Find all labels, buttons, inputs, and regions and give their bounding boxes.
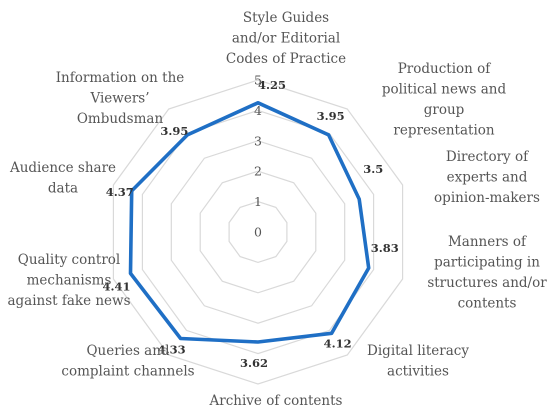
category-label-7: Quality control mechanisms against fake ne…: [7, 252, 130, 309]
category-label-6: Queries and complaint channels: [61, 343, 194, 380]
value-label-9: 3.95: [160, 124, 188, 138]
category-label-line: Codes of Practice: [226, 51, 346, 67]
value-label-3: 3.83: [371, 241, 399, 255]
grid-ring-5: [112, 79, 404, 385]
radial-tick-0: 0: [254, 225, 262, 240]
category-label-line: mechanisms: [27, 273, 112, 289]
radial-tick-1: 1: [254, 194, 262, 209]
category-label-line: Audience share: [9, 160, 116, 176]
category-label-line: and/or Editorial: [232, 31, 340, 47]
category-label-5: Archive of contents: [209, 393, 343, 409]
category-label-2: Directory of experts and opinion-makers: [434, 149, 540, 206]
radial-tick-labels: 0 1 2 3 4 5: [254, 73, 262, 240]
value-label-0: 4.25: [258, 78, 286, 92]
category-label-line: against fake news: [7, 293, 130, 309]
category-label-line: Queries and: [86, 343, 169, 359]
radial-tick-2: 2: [254, 164, 262, 179]
grid-ring-4: [141, 109, 375, 355]
radial-tick-5: 5: [254, 73, 262, 88]
category-label-line: experts and: [447, 170, 528, 186]
value-label-7: 4.41: [102, 279, 130, 293]
value-label-8: 4.37: [106, 185, 134, 199]
category-label-line: Archive of contents: [209, 393, 343, 409]
value-label-5: 3.62: [240, 356, 268, 370]
category-labels: Style Guides and/or Editorial Codes of Pra…: [7, 10, 547, 409]
category-label-0: Style Guides and/or Editorial Codes of Pra…: [226, 10, 346, 67]
category-label-3: Manners of participating in structures and…: [427, 234, 547, 312]
category-label-line: Quality control: [18, 252, 121, 268]
value-label-6: 4.33: [158, 343, 186, 357]
grid-ring-2: [199, 170, 317, 294]
category-label-line: structures and/or: [427, 275, 547, 291]
radial-tick-3: 3: [254, 133, 262, 148]
category-label-line: opinion-makers: [434, 190, 540, 206]
series-layer: [128, 101, 371, 344]
category-label-8: Audience share data: [9, 160, 116, 197]
category-label-line: Production of: [398, 61, 492, 77]
category-label-line: activities: [387, 364, 449, 380]
value-label-2: 3.5: [363, 162, 383, 176]
category-label-line: representation: [393, 123, 494, 139]
value-label-1: 3.95: [317, 109, 345, 123]
category-label-line: Viewers’: [89, 91, 149, 107]
category-label-1: Production of political news and group repr…: [382, 61, 507, 139]
value-labels: 4.25 3.95 3.5 3.83 4.12 3.62 4.33 4.41 4.37 3.95: [102, 78, 398, 370]
category-label-line: Ombudsman: [77, 111, 164, 127]
grid-ring-3: [170, 140, 346, 324]
grid-ring-1: [228, 200, 288, 264]
radar-grid: [112, 79, 404, 385]
category-label-line: Information on the: [56, 70, 185, 86]
category-label-line: Directory of: [446, 149, 529, 165]
category-label-line: Style Guides: [243, 10, 329, 26]
category-label-line: data: [48, 181, 78, 197]
category-label-9: Information on the Viewers’ Ombudsman: [56, 70, 185, 127]
value-label-4: 4.12: [324, 336, 352, 350]
category-label-4: Digital literacy activities: [367, 343, 469, 380]
category-label-line: political news and: [382, 82, 507, 98]
series-line: [128, 101, 371, 344]
category-label-line: contents: [458, 296, 517, 312]
category-label-line: group: [424, 102, 465, 118]
category-label-line: Digital literacy: [367, 343, 469, 359]
category-label-line: complaint channels: [61, 364, 194, 380]
radial-tick-4: 4: [254, 103, 262, 118]
category-label-line: participating in: [434, 255, 540, 271]
category-label-line: Manners of: [448, 234, 527, 250]
